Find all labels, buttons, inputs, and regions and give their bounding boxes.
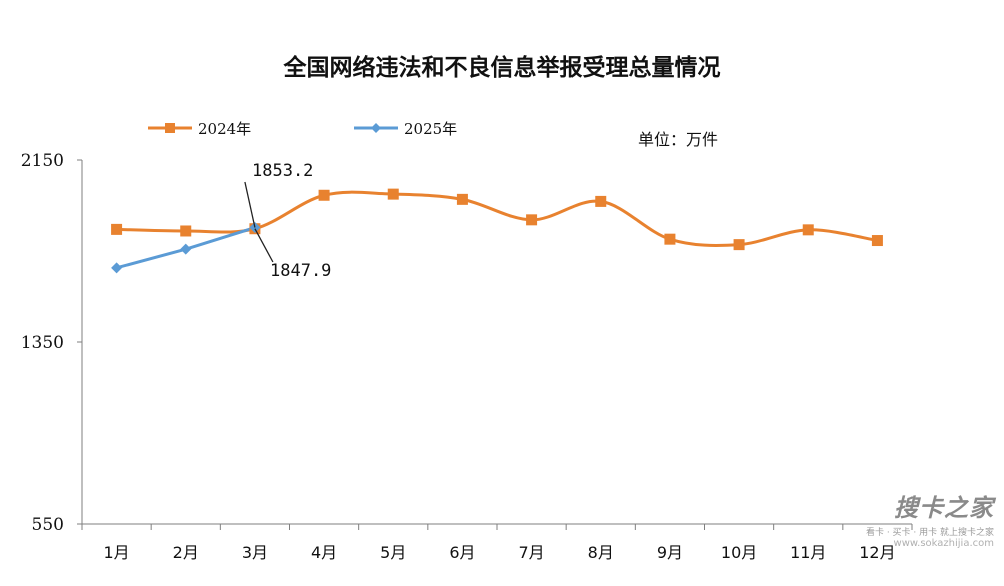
x-tick-label: 12月 <box>859 543 895 562</box>
data-point-marker <box>733 239 745 251</box>
x-tick-label: 11月 <box>790 543 826 562</box>
x-tick-label: 6月 <box>449 543 475 562</box>
data-point-marker <box>111 262 123 274</box>
data-point-marker <box>456 193 468 205</box>
site-watermark: 搜卡之家 看卡 · 买卡 · 用卡 就上搜卡之家 www.sokazhijia.… <box>866 488 994 549</box>
annotation-leader <box>254 228 274 263</box>
data-point-marker <box>595 195 607 207</box>
chart-title: 全国网络违法和不良信息举报受理总量情况 <box>283 55 721 81</box>
legend-marker <box>371 123 381 133</box>
x-tick-label: 4月 <box>311 543 337 562</box>
legend-marker <box>165 123 175 133</box>
series-line-1 <box>116 190 878 248</box>
data-point-marker <box>802 224 814 236</box>
x-tick-label: 9月 <box>657 543 683 562</box>
y-tick-label: 550 <box>32 515 64 535</box>
x-tick-label: 8月 <box>588 543 614 562</box>
annotation-leader <box>244 181 256 228</box>
x-tick-label: 10月 <box>721 543 757 562</box>
data-label: 1847.9 <box>270 261 331 281</box>
watermark-logo: 搜卡之家 <box>894 494 994 522</box>
data-point-marker <box>871 235 883 247</box>
x-tick-label: 2月 <box>173 543 199 562</box>
legend-label: 2024年 <box>198 120 251 138</box>
watermark-slogan: 看卡 · 买卡 · 用卡 就上搜卡之家 <box>865 528 994 538</box>
x-tick-label: 3月 <box>242 543 268 562</box>
data-point-marker <box>387 188 399 200</box>
data-point-marker <box>526 214 538 226</box>
x-tick-label: 1月 <box>103 543 129 562</box>
data-point-marker <box>180 243 192 255</box>
unit-label: 单位：万件 <box>638 130 719 149</box>
legend-label: 2025年 <box>404 120 457 138</box>
x-tick-label: 5月 <box>380 543 406 562</box>
y-tick-label: 1350 <box>21 333 64 353</box>
x-tick-label: 7月 <box>518 543 544 562</box>
data-point-marker <box>180 225 192 237</box>
data-point-marker <box>318 189 330 201</box>
data-point-marker <box>111 223 123 235</box>
y-tick-label: 2150 <box>21 151 64 171</box>
watermark-url: www.sokazhijia.com <box>893 538 994 549</box>
data-point-marker <box>664 233 676 245</box>
data-label: 1853.2 <box>252 161 313 181</box>
